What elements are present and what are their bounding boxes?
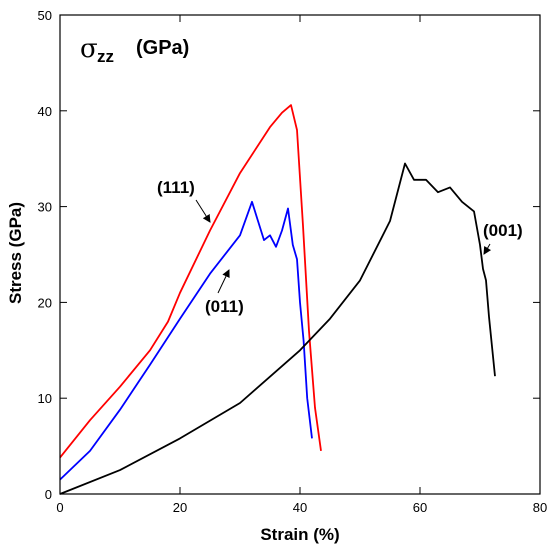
x-tick-label: 20	[173, 500, 187, 515]
y-axis-label: Stress (GPa)	[6, 202, 25, 304]
annotation-arrow	[217, 269, 230, 294]
y-tick-label: 30	[38, 200, 52, 215]
title-unit: (GPa)	[136, 37, 189, 59]
title-subscript: zz	[97, 47, 114, 66]
title-symbol: σ	[80, 34, 98, 64]
series-line-111	[59, 104, 322, 459]
ticks-layer: 0 20 40 60 80 0 10 20 30 40 50	[38, 8, 548, 515]
chart-title: σ zz (GPa)	[80, 34, 189, 66]
y-tick-label: 50	[38, 8, 52, 23]
y-tick-label: 10	[38, 391, 52, 406]
annotation-label: (001)	[483, 221, 523, 240]
y-tick-label: 40	[38, 104, 52, 119]
x-tick-label: 40	[293, 500, 307, 515]
y-tick-label: 20	[38, 295, 52, 310]
series-layer	[59, 104, 496, 495]
annotation-arrow	[195, 199, 211, 223]
plot-frame	[59, 14, 541, 495]
y-tick-label: 0	[45, 487, 52, 502]
x-tick-label: 0	[56, 500, 63, 515]
x-axis-label: Strain (%)	[260, 525, 339, 544]
annotation-arrow	[483, 243, 492, 255]
annotation-label: (011)	[205, 297, 244, 316]
annotation-label: (111)	[157, 178, 195, 197]
series-line-011	[59, 200, 313, 481]
annotations-layer: (111) (011) (001)	[157, 178, 523, 316]
x-tick-label: 80	[533, 500, 547, 515]
series-line-001	[59, 162, 496, 495]
x-tick-label: 60	[413, 500, 427, 515]
